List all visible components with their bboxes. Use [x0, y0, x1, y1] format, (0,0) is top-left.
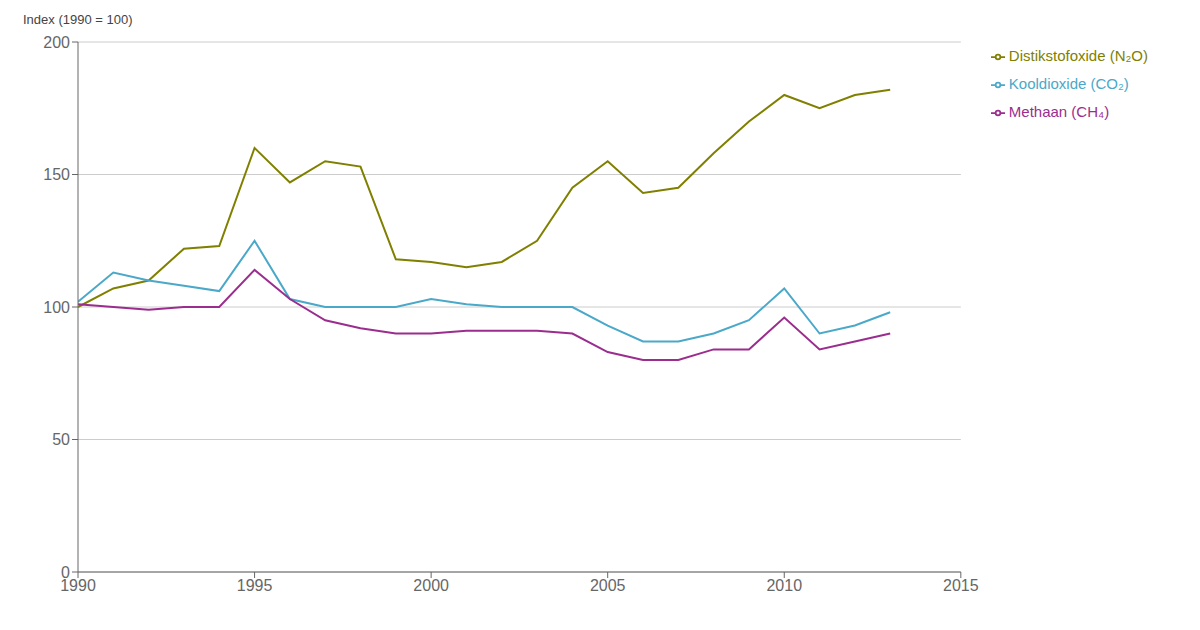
svg-text:2000: 2000 [413, 577, 449, 594]
html-text:Index (1990 = 100): Index (1990 = 100) [23, 12, 133, 27]
svg-text:100: 100 [43, 299, 70, 316]
html-text:Methaan (CH₄): Methaan (CH₄) [1008, 103, 1110, 120]
svg-text:2005: 2005 [590, 577, 626, 594]
svg-text:2015: 2015 [943, 577, 979, 594]
html-text:Kooldioxide (CO₂): Kooldioxide (CO₂) [1008, 75, 1129, 92]
svg-text:200: 200 [43, 34, 70, 51]
svg-text:150: 150 [43, 166, 70, 183]
svg-text:0: 0 [61, 564, 70, 581]
svg-text:1995: 1995 [237, 577, 273, 594]
svg-text:1990: 1990 [60, 577, 96, 595]
html-text:Distikstofoxide (N₂O): Distikstofoxide (N₂O) [1008, 47, 1148, 64]
svg-text:50: 50 [52, 431, 70, 448]
svg-text:2010: 2010 [766, 577, 802, 594]
